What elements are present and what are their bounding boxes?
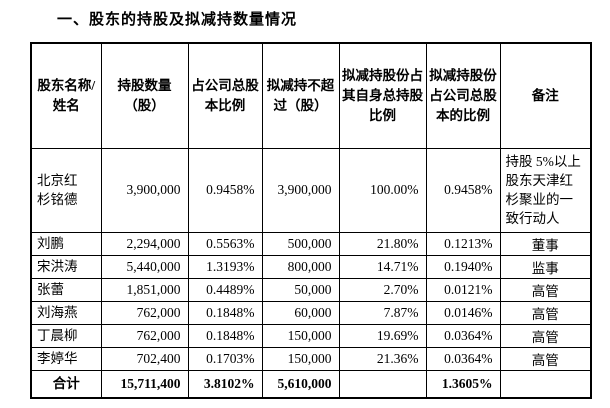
cell-remark: 高管 [499,346,592,371]
col-header-shares-held: 持股数量（股） [100,42,189,149]
cell-planned-reduction: 60,000 [261,300,340,325]
cell-pct-of-own-holding: 14.71% [338,254,427,279]
cell-shareholder-name: 丁晨柳 [30,323,102,348]
cell-total-pct-of-own-holding [338,369,427,399]
col-header-remark: 备注 [499,42,592,149]
shareholding-reduction-table: 股东名称/姓名 持股数量（股） 占公司总股本比例 拟减持不超过（股） 拟减持股份… [30,42,592,399]
cell-shares-held: 762,000 [100,300,189,325]
table-header-row: 股东名称/姓名 持股数量（股） 占公司总股本比例 拟减持不超过（股） 拟减持股份… [30,42,592,149]
cell-shareholder-name: 刘鹏 [30,231,102,256]
cell-total-label: 合计 [30,369,102,399]
cell-planned-reduction: 3,900,000 [261,147,340,233]
cell-total-reduction-pct-of-company: 1.3605% [425,369,501,399]
cell-shares-held: 702,400 [100,346,189,371]
cell-pct-of-company: 0.9458% [187,147,263,233]
cell-remark: 高管 [499,300,592,325]
cell-shareholder-name: 张蕾 [30,277,102,302]
cell-reduction-pct-of-company: 0.9458% [425,147,501,233]
cell-shares-held: 762,000 [100,323,189,348]
cell-shareholder-name: 刘海燕 [30,300,102,325]
col-header-planned-reduction: 拟减持不超过（股） [261,42,340,149]
cell-reduction-pct-of-company: 0.0364% [425,323,501,348]
table-row: 丁晨柳 762,000 0.1848% 150,000 19.69% 0.036… [30,323,592,348]
cell-remark: 高管 [499,323,592,348]
cell-total-planned-reduction: 5,610,000 [261,369,340,399]
cell-total-shares-held: 15,711,400 [100,369,189,399]
cell-shares-held: 2,294,000 [100,231,189,256]
table-row: 张蕾 1,851,000 0.4489% 50,000 2.70% 0.0121… [30,277,592,302]
cell-planned-reduction: 500,000 [261,231,340,256]
cell-pct-of-company: 0.1848% [187,300,263,325]
table-row: 刘鹏 2,294,000 0.5563% 500,000 21.80% 0.12… [30,231,592,256]
cell-reduction-pct-of-company: 0.0121% [425,277,501,302]
cell-total-pct-of-company: 3.8102% [187,369,263,399]
cell-pct-of-company: 0.4489% [187,277,263,302]
cell-shares-held: 1,851,000 [100,277,189,302]
cell-planned-reduction: 800,000 [261,254,340,279]
cell-reduction-pct-of-company: 0.1213% [425,231,501,256]
cell-shareholder-name: 北京红杉铭德 [30,147,102,233]
cell-pct-of-own-holding: 19.69% [338,323,427,348]
cell-planned-reduction: 50,000 [261,277,340,302]
cell-reduction-pct-of-company: 0.1940% [425,254,501,279]
cell-shares-held: 3,900,000 [100,147,189,233]
table-row: 刘海燕 762,000 0.1848% 60,000 7.87% 0.0146%… [30,300,592,325]
col-header-pct-of-company: 占公司总股本比例 [187,42,263,149]
cell-shares-held: 5,440,000 [100,254,189,279]
cell-pct-of-company: 0.1703% [187,346,263,371]
cell-pct-of-company: 0.1848% [187,323,263,348]
cell-reduction-pct-of-company: 0.0364% [425,346,501,371]
col-header-shareholder-name: 股东名称/姓名 [30,42,102,149]
cell-planned-reduction: 150,000 [261,323,340,348]
cell-pct-of-own-holding: 7.87% [338,300,427,325]
cell-planned-reduction: 150,000 [261,346,340,371]
col-header-reduction-pct-of-company: 拟减持股份占公司总股本的比例 [425,42,501,149]
col-header-pct-of-own-holding: 拟减持股份占其自身总持股比例 [338,42,427,149]
cell-remark: 监事 [499,254,592,279]
cell-reduction-pct-of-company: 0.0146% [425,300,501,325]
cell-remark: 董事 [499,231,592,256]
cell-shareholder-name: 李婷华 [30,346,102,371]
section-title: 一、股东的持股及拟减持数量情况 [57,12,298,28]
cell-total-remark [499,369,592,399]
cell-remark: 持股 5%以上股东天津红杉聚业的一致行动人 [499,147,592,233]
cell-pct-of-company: 0.5563% [187,231,263,256]
cell-pct-of-own-holding: 100.00% [338,147,427,233]
table-total-row: 合计 15,711,400 3.8102% 5,610,000 1.3605% [30,369,592,399]
table-row: 宋洪涛 5,440,000 1.3193% 800,000 14.71% 0.1… [30,254,592,279]
cell-pct-of-company: 1.3193% [187,254,263,279]
cell-pct-of-own-holding: 2.70% [338,277,427,302]
cell-pct-of-own-holding: 21.80% [338,231,427,256]
cell-shareholder-name: 宋洪涛 [30,254,102,279]
table-row: 李婷华 702,400 0.1703% 150,000 21.36% 0.036… [30,346,592,371]
cell-remark: 高管 [499,277,592,302]
table-row: 北京红杉铭德 3,900,000 0.9458% 3,900,000 100.0… [30,147,592,233]
cell-pct-of-own-holding: 21.36% [338,346,427,371]
